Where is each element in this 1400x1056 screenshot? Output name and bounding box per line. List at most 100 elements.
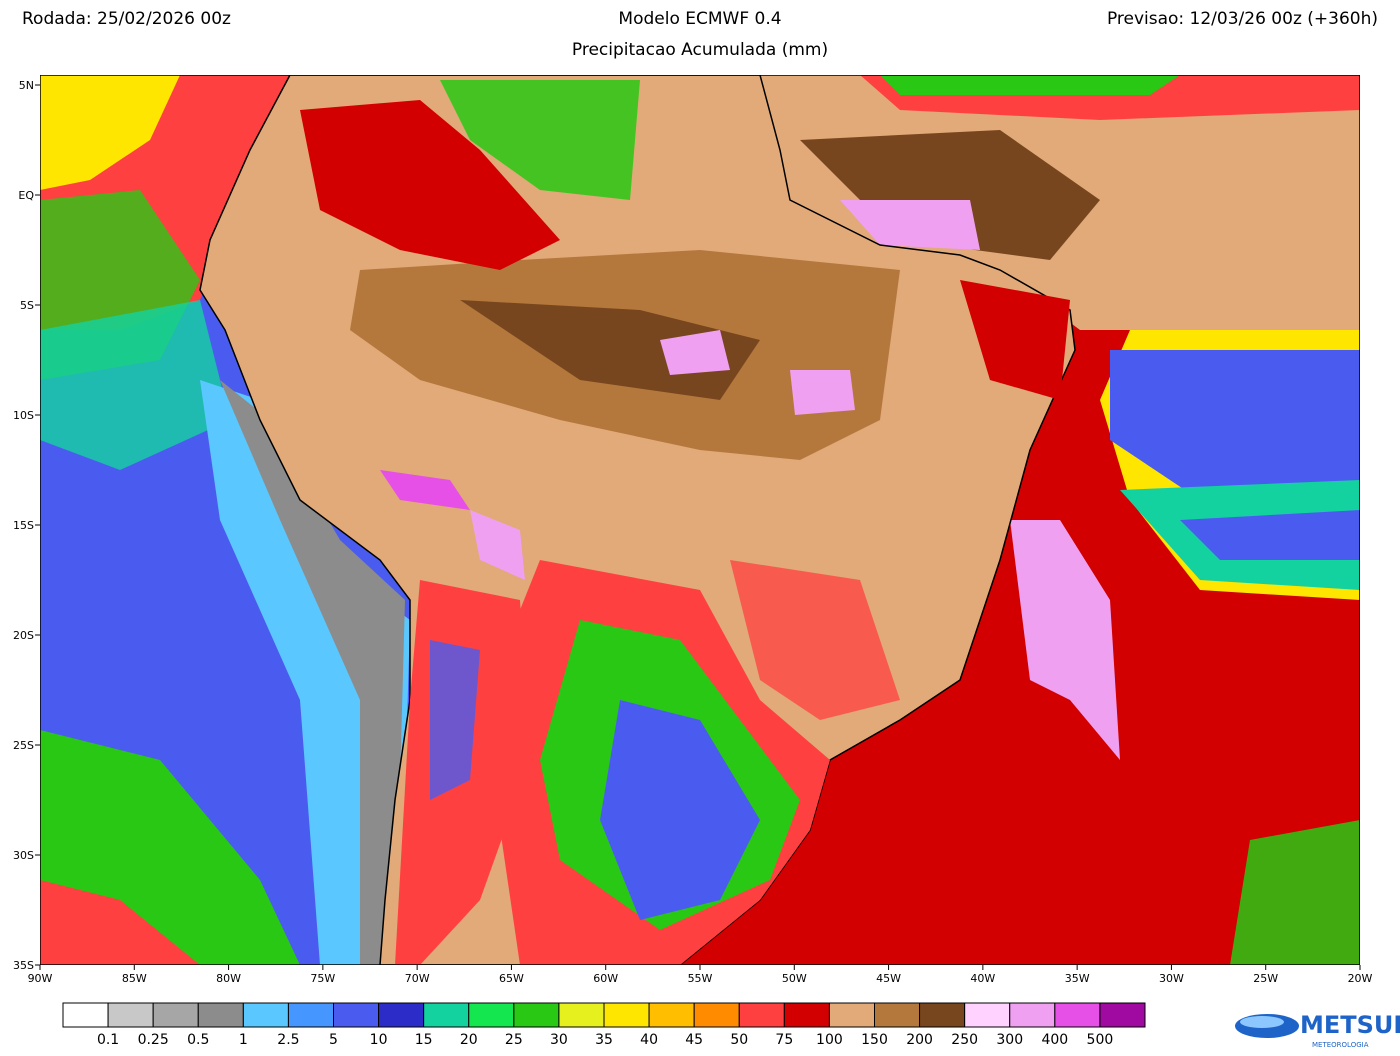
legend-swatch: [152, 1002, 199, 1028]
lat-label: 15S: [13, 519, 34, 532]
legend-label: 500: [1087, 1032, 1114, 1048]
legend-swatch: [1054, 1002, 1101, 1028]
lat-label: 10S: [13, 409, 34, 422]
legend-label: 0.1: [97, 1032, 119, 1048]
lat-label: 25S: [13, 739, 34, 752]
logo-name: METSUL: [1300, 1011, 1400, 1039]
legend-swatch: [513, 1002, 560, 1028]
lon-label: 65W: [499, 972, 524, 985]
legend-label: 35: [595, 1032, 613, 1048]
precip-area: [800, 130, 1100, 260]
logo-tagline: METEOROLOGIA: [1312, 1041, 1369, 1049]
lon-label: 35W: [1065, 972, 1090, 985]
legend-label: 30: [550, 1032, 568, 1048]
map: [40, 75, 1360, 965]
subtitle: Precipitacao Acumulada (mm): [572, 40, 828, 60]
precip-area: [880, 75, 1180, 95]
precip-area: [440, 80, 640, 200]
logo-globe: [1240, 1016, 1284, 1028]
legend-swatch: [423, 1002, 470, 1028]
precip-area: [1230, 820, 1360, 965]
lon-label: 50W: [782, 972, 807, 985]
legend-swatch: [242, 1002, 289, 1028]
precip-area: [300, 100, 560, 270]
legend-swatch: [964, 1002, 1011, 1028]
legend-swatch: [603, 1002, 650, 1028]
legend-label: 10: [370, 1032, 388, 1048]
legend-label: 400: [1041, 1032, 1068, 1048]
legend-label: 0.5: [187, 1032, 209, 1048]
legend-label: 300: [996, 1032, 1023, 1048]
legend-swatch: [107, 1002, 154, 1028]
lon-label: 40W: [970, 972, 995, 985]
legend-label: 25: [505, 1032, 523, 1048]
lon-label: 30W: [1159, 972, 1184, 985]
legend-swatch: [1009, 1002, 1056, 1028]
legend-swatch: [874, 1002, 921, 1028]
precip-area: [460, 300, 760, 400]
legend-swatch: [648, 1002, 695, 1028]
precip-area: [200, 380, 410, 965]
precip-area: [840, 200, 980, 250]
lat-label: 5N: [19, 79, 34, 92]
legend-label: 5: [329, 1032, 338, 1048]
lon-label: 45W: [876, 972, 901, 985]
legend-label: 1: [239, 1032, 248, 1048]
legend-swatch: [783, 1002, 830, 1028]
legend: 0.1 0.25 0.5 1 2.5 5 10 15 20 25 30 35 40 45 50 75 100 15…: [62, 1002, 1146, 1048]
precip-area: [730, 560, 900, 720]
legend-label: 100: [816, 1032, 843, 1048]
precip-area: [1180, 510, 1360, 560]
precip-area: [40, 75, 180, 190]
legend-swatch: [378, 1002, 425, 1028]
forecast-date: Previsao: 12/03/26 00z (+360h): [1107, 9, 1378, 29]
legend-swatch: [919, 1002, 966, 1028]
legend-swatch: [738, 1002, 785, 1028]
precip-area: [790, 370, 855, 415]
logo: METSUL METEOROLOGIA: [1235, 1011, 1400, 1049]
lat-label: 5S: [20, 299, 34, 312]
precip-area: [470, 510, 525, 580]
legend-label: 20: [460, 1032, 478, 1048]
legend-label: 2.5: [277, 1032, 299, 1048]
legend-swatch: [1099, 1002, 1146, 1028]
precip-area: [40, 300, 230, 470]
precip-area: [660, 330, 730, 375]
run-date: Rodada: 25/02/2026 00z: [22, 9, 231, 29]
lat-label: EQ: [18, 189, 34, 202]
model-name: Modelo ECMWF 0.4: [618, 9, 781, 29]
legend-label: 0.25: [138, 1032, 169, 1048]
precip-area: [40, 880, 200, 965]
lat-label: 30S: [13, 849, 34, 862]
lat-label: 35S: [13, 959, 34, 972]
legend-swatch: [468, 1002, 515, 1028]
legend-swatch: [62, 1002, 109, 1028]
precip-area: [600, 700, 760, 920]
lon-label: 60W: [593, 972, 618, 985]
legend-swatch: [693, 1002, 740, 1028]
lon-label: 20W: [1348, 972, 1373, 985]
legend-label: 200: [906, 1032, 933, 1048]
legend-swatch: [828, 1002, 876, 1028]
legend-label: 150: [861, 1032, 888, 1048]
lat-label: 20S: [13, 629, 34, 642]
legend-swatch: [558, 1002, 605, 1028]
lon-label: 85W: [122, 972, 147, 985]
precip-area: [1010, 520, 1120, 760]
lon-label: 25W: [1253, 972, 1278, 985]
legend-label: 75: [775, 1032, 793, 1048]
precip-area: [380, 470, 470, 510]
legend-label: 15: [415, 1032, 433, 1048]
precip-area: [430, 640, 480, 800]
legend-swatch: [197, 1002, 244, 1028]
legend-swatch: [333, 1002, 380, 1028]
legend-swatch: [287, 1002, 334, 1028]
lon-label: 55W: [688, 972, 713, 985]
legend-label: 250: [951, 1032, 978, 1048]
lon-label: 70W: [405, 972, 430, 985]
precip-area: [960, 280, 1070, 400]
lon-label: 75W: [310, 972, 335, 985]
precip-area: [1110, 350, 1360, 500]
